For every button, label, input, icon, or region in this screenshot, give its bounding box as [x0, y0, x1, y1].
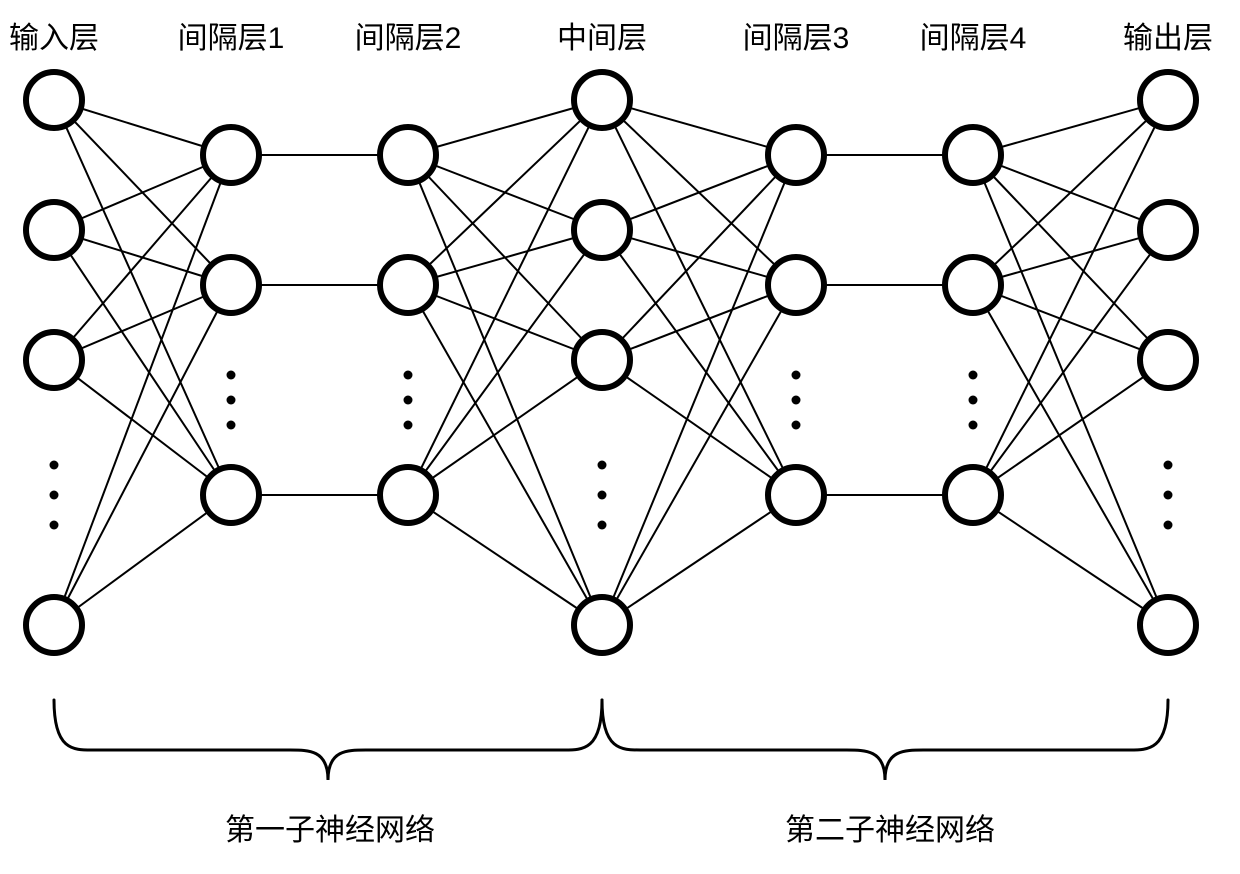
ellipsis-dot [792, 371, 801, 380]
neuron-node [945, 127, 1001, 183]
neuron-node [768, 127, 824, 183]
ellipsis-dot [227, 396, 236, 405]
ellipsis-dot [50, 491, 59, 500]
neuron-node [203, 257, 259, 313]
ellipsis-dot [598, 521, 607, 530]
neuron-node [1140, 72, 1196, 128]
neuron-node [1140, 332, 1196, 388]
neuron-node [768, 467, 824, 523]
layer-label: 间隔层3 [743, 13, 850, 57]
layer-label: 中间层 [557, 13, 647, 57]
ellipsis-dot [404, 371, 413, 380]
ellipsis-dot [404, 421, 413, 430]
subnet-brace [54, 700, 602, 780]
ellipsis-dot [1164, 461, 1173, 470]
neuron-node [380, 257, 436, 313]
ellipsis-dot [792, 421, 801, 430]
ellipsis-dot [969, 371, 978, 380]
neuron-node [1140, 597, 1196, 653]
layer-label: 间隔层2 [355, 13, 462, 57]
neuron-node [203, 127, 259, 183]
ellipsis-dot [50, 521, 59, 530]
ellipsis-dot [598, 461, 607, 470]
neuron-node [26, 597, 82, 653]
neuron-node [26, 202, 82, 258]
neuron-node [768, 257, 824, 313]
ellipsis-dot [969, 421, 978, 430]
ellipsis-dot [227, 371, 236, 380]
neuron-node [574, 332, 630, 388]
layer-label: 间隔层4 [920, 13, 1027, 57]
ellipsis-dot [50, 461, 59, 470]
neuron-node [380, 127, 436, 183]
neuron-node [945, 467, 1001, 523]
ellipsis-dot [969, 396, 978, 405]
neuron-node [380, 467, 436, 523]
neuron-node [945, 257, 1001, 313]
neuron-node [574, 72, 630, 128]
layer-label: 输入层 [9, 13, 99, 57]
neuron-node [1140, 202, 1196, 258]
ellipsis-dot [598, 491, 607, 500]
ellipsis-dot [1164, 491, 1173, 500]
ellipsis-dot [227, 421, 236, 430]
subnet-label: 第二子神经网络 [785, 805, 995, 849]
ellipsis-dot [1164, 521, 1173, 530]
neuron-node [203, 467, 259, 523]
neuron-node [574, 202, 630, 258]
layer-label: 间隔层1 [178, 13, 285, 57]
ellipsis-dot [404, 396, 413, 405]
neuron-node [26, 332, 82, 388]
ellipsis-dot [792, 396, 801, 405]
layer-label: 输出层 [1123, 13, 1213, 57]
subnet-label: 第一子神经网络 [225, 805, 435, 849]
neuron-node [574, 597, 630, 653]
neuron-node [26, 72, 82, 128]
subnet-brace [602, 700, 1168, 780]
